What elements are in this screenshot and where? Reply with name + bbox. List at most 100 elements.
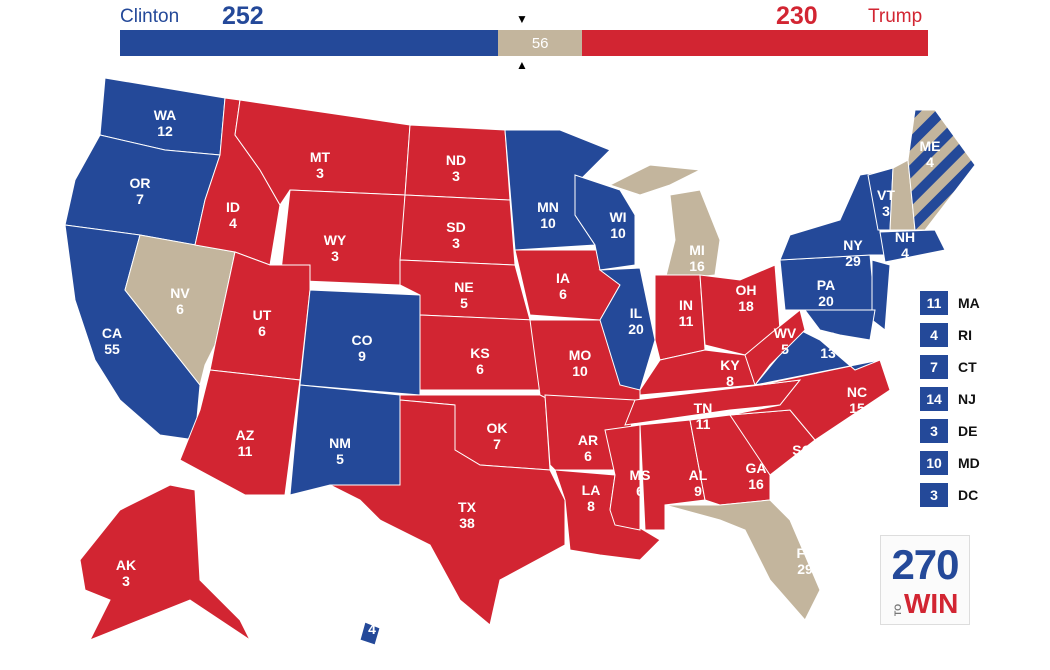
state-label-abbr: WA [154,107,177,123]
state-label-abbr: OH [736,282,757,298]
state-ny[interactable] [779,171,886,261]
state-az[interactable] [179,369,301,496]
state-label-votes: 4 [901,245,909,261]
state-label-votes: 20 [818,293,834,309]
small-state-ct[interactable]: 7 CT [920,355,977,379]
small-state-abbr: DE [958,423,978,439]
state-il[interactable] [598,267,656,391]
state-label-abbr: UT [253,307,272,323]
state-ne_small[interactable] [879,229,946,263]
state-label-votes: 4 [926,154,934,170]
state-label-votes: 3 [882,203,890,219]
state-wv[interactable] [744,309,806,387]
clinton-bar-segment [120,30,499,56]
state-label-votes: 8 [726,373,734,389]
state-label-votes: 6 [176,301,184,317]
state-hi[interactable] [359,621,381,646]
midpoint-up-arrow-icon: ▲ [516,58,528,72]
state-label-abbr: GA [746,460,767,476]
state-label-abbr: NE [454,279,473,295]
state-label-votes: 29 [845,253,861,269]
state-label-abbr: IN [679,297,693,313]
small-state-de[interactable]: 3 DE [920,419,977,443]
state-label-abbr: VT [877,187,895,203]
state-mi[interactable] [664,189,721,281]
state-label-abbr: NC [847,384,867,400]
state-tx[interactable] [329,399,566,626]
state-wi[interactable] [574,174,636,271]
state-nj[interactable] [871,259,891,331]
state-label-votes: 5 [336,451,344,467]
small-state-votes[interactable]: 11 [920,291,948,315]
small-state-abbr: CT [958,359,977,375]
state-label-abbr: WV [774,325,797,341]
small-state-votes[interactable]: 4 [920,323,948,347]
state-label-votes: 3 [331,248,339,264]
state-label-votes: 10 [610,225,626,241]
state-label-abbr: HI [331,621,345,637]
state-label-votes: 3 [122,573,130,589]
state-md[interactable] [804,309,876,341]
state-label-abbr: NH [895,229,915,245]
state-label-abbr: ND [446,152,466,168]
state-label-votes: 8 [587,498,595,514]
state-label-abbr: WY [324,232,347,248]
state-label-abbr: AR [578,432,598,448]
small-state-votes[interactable]: 3 [920,483,948,507]
state-label-abbr: KY [720,357,740,373]
state-label-abbr: SD [446,219,465,235]
small-state-ri[interactable]: 4 RI [920,323,972,347]
small-state-dc[interactable]: 3 DC [920,483,978,507]
270towin-logo: 270 TOWIN [880,535,970,625]
state-label-votes: 6 [258,323,266,339]
state-label-abbr: ID [226,199,240,215]
state-label-votes: 9 [798,458,806,474]
small-state-ma[interactable]: 11 MA [920,291,980,315]
state-label-votes: 3 [452,168,460,184]
state-label-votes: 16 [689,258,705,274]
state-miu[interactable] [608,164,702,196]
small-state-abbr: RI [958,327,972,343]
state-ak[interactable] [79,484,252,642]
small-state-votes[interactable]: 7 [920,355,948,379]
state-label-votes: 4 [229,215,237,231]
state-label-votes: 55 [104,341,120,357]
state-label-abbr: CO [352,332,373,348]
state-label-votes: 6 [476,361,484,377]
state-label-abbr: CA [102,325,122,341]
state-label-abbr: NM [329,435,351,451]
small-state-md[interactable]: 10 MD [920,451,980,475]
tossup-bar-segment: 56 [498,30,583,56]
state-nc[interactable] [729,359,891,441]
state-label-abbr: AZ [236,427,255,443]
state-label-votes: 16 [748,476,764,492]
state-label-abbr: NV [170,285,190,301]
midpoint-down-arrow-icon: ▼ [516,12,528,26]
state-label-votes: 7 [493,436,501,452]
state-label-votes: 6 [584,448,592,464]
logo-win: WIN [903,588,959,619]
state-label-votes: 9 [358,348,366,364]
state-label-votes: 20 [628,321,644,337]
small-state-nj[interactable]: 14 NJ [920,387,976,411]
state-label-votes: 15 [849,400,865,416]
small-state-abbr: DC [958,487,979,503]
state-label-abbr: AL [689,467,708,483]
state-me[interactable] [907,109,976,231]
state-label-votes: 5 [460,295,468,311]
small-state-votes[interactable]: 10 [920,451,948,475]
state-label-abbr: TN [694,400,713,416]
state-label-votes: 9 [694,483,702,499]
small-state-votes[interactable]: 3 [920,419,948,443]
small-state-abbr: MA [958,295,980,311]
state-label-votes: 5 [781,341,789,357]
state-label-abbr: LA [582,482,601,498]
small-state-votes[interactable]: 14 [920,387,948,411]
state-label-abbr: MS [630,467,651,483]
state-label-abbr: MI [689,242,705,258]
state-fl[interactable] [664,499,821,621]
clinton-total: 252 [222,2,264,30]
state-label-votes: 11 [696,416,711,432]
trump-bar-segment [582,30,928,56]
